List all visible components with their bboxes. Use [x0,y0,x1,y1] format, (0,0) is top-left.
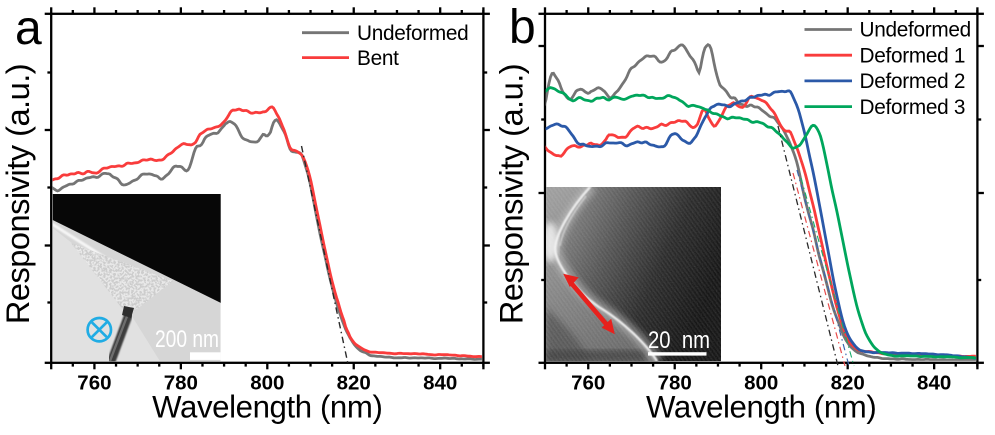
svg-text:a: a [15,2,42,55]
svg-text:Wavelength (nm): Wavelength (nm) [646,390,876,425]
svg-text:Bent: Bent [357,47,399,70]
svg-text:200 nm: 200 nm [155,326,219,353]
svg-text:Deformed 3: Deformed 3 [860,96,966,119]
svg-text:800: 800 [250,372,284,395]
svg-text:Wavelength (nm): Wavelength (nm) [152,390,382,425]
svg-text:b: b [509,1,536,54]
svg-text:Undeformed: Undeformed [357,22,468,45]
svg-text:800: 800 [744,372,778,395]
svg-text:840: 840 [917,372,951,395]
svg-text:Deformed 2: Deformed 2 [860,70,966,93]
svg-text:780: 780 [658,372,692,395]
svg-text:820: 820 [831,372,865,395]
svg-text:760: 760 [571,372,605,395]
svg-text:Undeformed: Undeformed [860,19,971,42]
svg-text:20 nm: 20 nm [648,327,710,354]
svg-text:760: 760 [77,372,111,395]
svg-text:Responsivity (a.u.): Responsivity (a.u.) [493,64,530,324]
svg-text:780: 780 [164,372,198,395]
svg-text:Deformed 1: Deformed 1 [860,44,966,67]
svg-text:820: 820 [337,372,371,395]
svg-text:Responsivity (a.u.): Responsivity (a.u.) [0,64,36,324]
svg-text:840: 840 [423,372,457,395]
